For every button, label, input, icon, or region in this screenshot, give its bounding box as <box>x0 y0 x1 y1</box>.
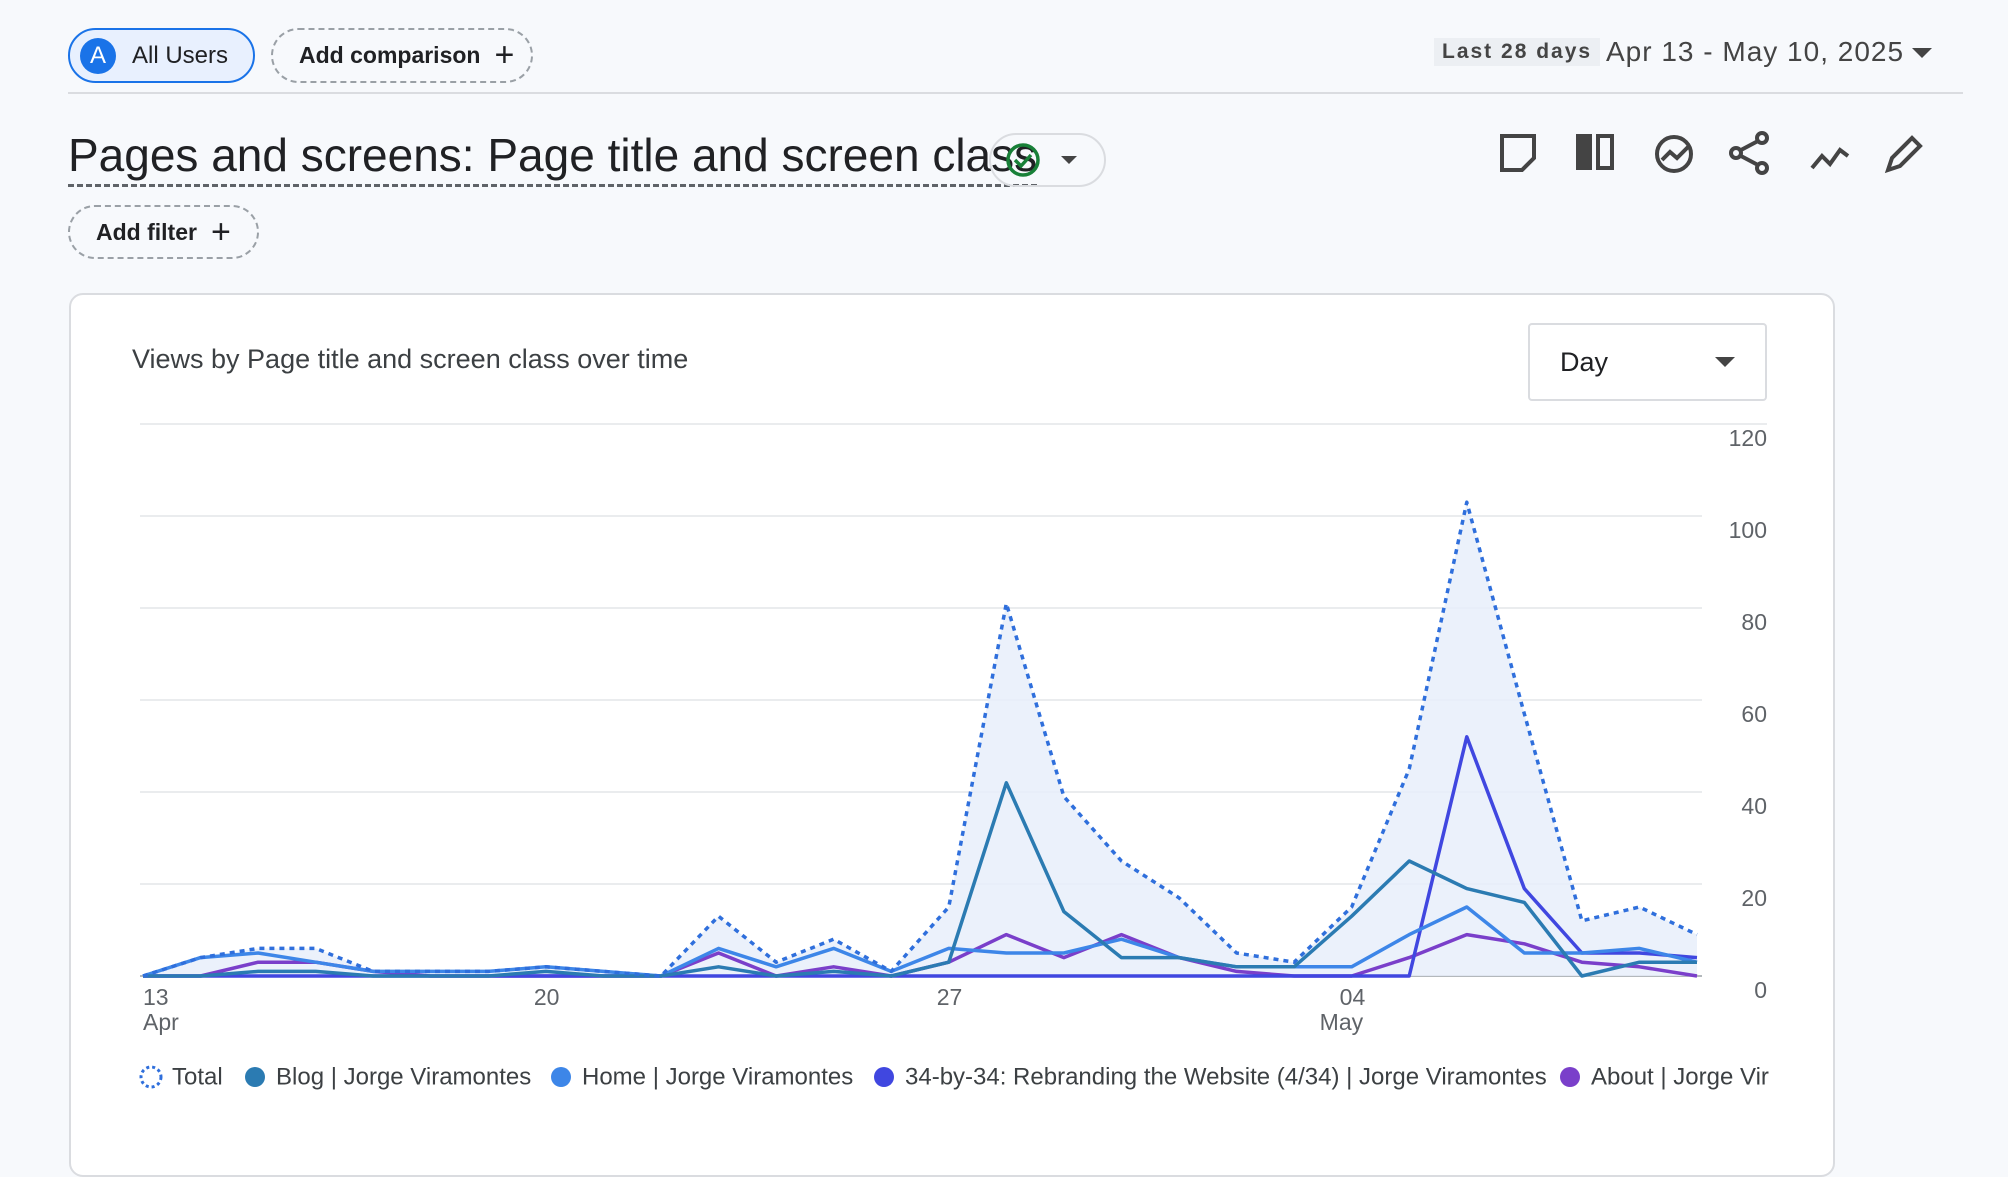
legend-swatch <box>139 1065 163 1089</box>
date-dropdown-arrow[interactable] <box>1910 46 1934 60</box>
page: {"header": {"segment_avatar": "A", "segm… <box>68 28 1963 1177</box>
chart-title: Views by Page title and screen class ove… <box>132 344 688 374</box>
legend-swatch <box>1560 1067 1580 1087</box>
add-comparison[interactable]: Add comparison + <box>271 28 533 83</box>
legend-label: About | Jorge Vir <box>1591 1063 1769 1090</box>
y-tick-label: 100 <box>1729 517 1767 543</box>
legend-label: 34-by-34: Rebranding the Website (4/34) … <box>905 1063 1547 1090</box>
insights-icon[interactable] <box>1655 135 1693 173</box>
segment-chip[interactable]: A All Users <box>68 28 255 83</box>
x-month-label: May <box>1320 1009 1364 1035</box>
chart-card <box>69 293 1835 1177</box>
compare-icon[interactable] <box>1576 134 1614 170</box>
area <box>143 502 1697 976</box>
toolbar-icons <box>1500 131 1923 175</box>
date-range[interactable]: Apr 13 - May 10, 2025 <box>1606 36 1905 67</box>
legend-swatch <box>245 1067 265 1087</box>
x-tick-label: 20 <box>534 984 560 1010</box>
add-comparison-label: Add comparison <box>299 42 481 68</box>
legend-item[interactable]: About | Jorge Vir <box>1560 1063 1769 1090</box>
legend-swatch <box>551 1067 571 1087</box>
share-icon[interactable] <box>1729 131 1769 175</box>
x-month-label: Apr <box>143 1009 179 1035</box>
y-tick-label: 60 <box>1741 701 1767 727</box>
series-line <box>142 905 1698 978</box>
y-tick-label: 20 <box>1741 885 1767 911</box>
anomaly-icon[interactable] <box>1810 147 1850 170</box>
dropdown-arrow <box>1715 357 1735 367</box>
y-tick-label: 40 <box>1741 793 1767 819</box>
plus-icon: + <box>494 36 515 74</box>
add-filter-label: Add filter <box>96 218 197 245</box>
legend-swatch <box>874 1067 894 1087</box>
note-icon[interactable] <box>1500 134 1536 172</box>
status-icon <box>1006 143 1077 177</box>
y-tick-label: 80 <box>1741 609 1767 635</box>
range-label: Last 28 days <box>1434 38 1601 66</box>
legend-item[interactable]: Blog | Jorge Viramontes <box>245 1063 531 1090</box>
series-line <box>142 500 1698 978</box>
chart: Views by Page title and screen class ove… <box>132 344 1769 1090</box>
segment-avatar: A <box>80 37 116 74</box>
legend-item[interactable]: Total <box>139 1063 223 1090</box>
legend-item[interactable]: Home | Jorge Viramontes <box>551 1063 853 1090</box>
plus-icon: + <box>210 212 231 251</box>
granularity-label: Day <box>1560 346 1609 377</box>
x-tick-label: 04 <box>1340 984 1366 1010</box>
legend-item[interactable]: 34-by-34: Rebranding the Website (4/34) … <box>874 1063 1547 1090</box>
legend-label: Home | Jorge Viramontes <box>582 1063 853 1090</box>
legend-label: Total <box>172 1063 223 1090</box>
report-title: Pages and screens: Page title and screen… <box>68 128 1038 187</box>
add-filter[interactable]: Add filter + <box>68 205 259 259</box>
y-tick-label: 0 <box>1754 977 1767 1003</box>
x-tick-label: 27 <box>937 984 963 1010</box>
status-button[interactable] <box>989 133 1106 187</box>
legend-label: Blog | Jorge Viramontes <box>276 1063 531 1090</box>
divider <box>68 92 1963 94</box>
page-body: A All Users Add comparison + Last 28 day… <box>68 28 1963 1177</box>
y-tick-label: 120 <box>1729 425 1767 451</box>
series-line <box>143 781 1697 978</box>
edit-icon[interactable] <box>1884 135 1923 174</box>
granularity-dropdown[interactable]: Day <box>1528 323 1767 401</box>
plot <box>142 500 1698 978</box>
segment-label: All Users <box>132 41 229 69</box>
x-tick-label: 13 <box>143 984 169 1010</box>
